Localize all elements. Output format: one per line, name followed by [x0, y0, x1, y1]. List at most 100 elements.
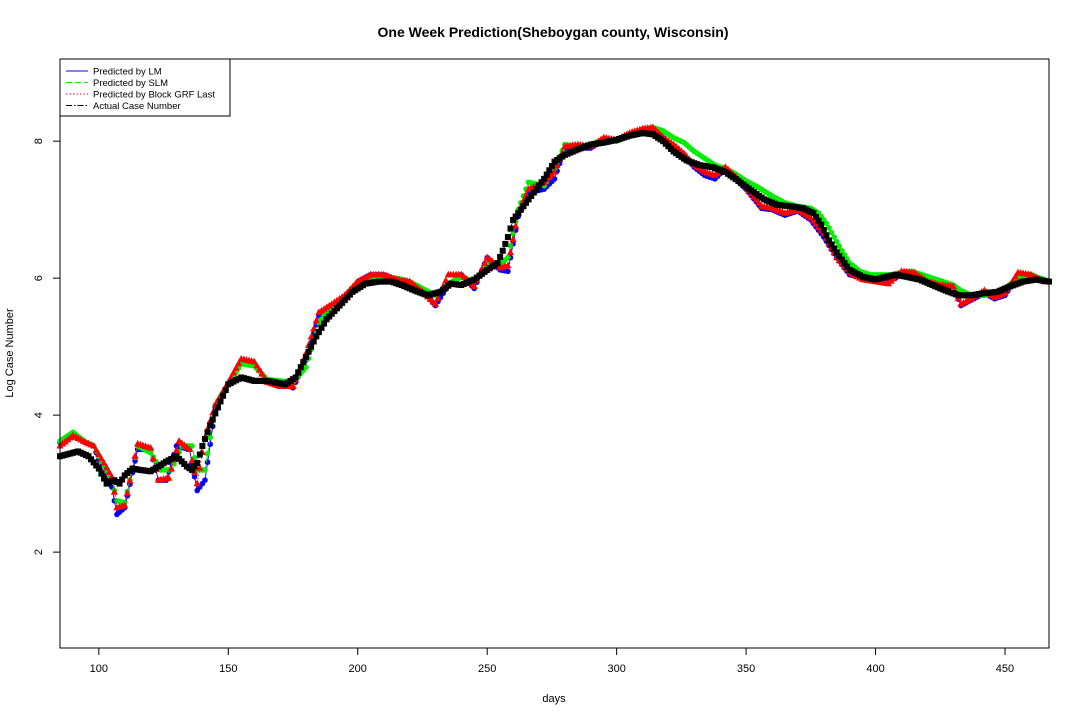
data-point-predicted-by-block-grf-last	[949, 282, 957, 289]
x-axis-label: days	[542, 693, 566, 705]
data-point-actual-case-number	[321, 320, 328, 327]
data-point-predicted-by-block-grf-last	[149, 454, 157, 462]
data-point-predicted-by-block-grf-last	[229, 368, 238, 376]
legend-label-predicted-by-block-grf-last: Predicted by Block GRF Last	[93, 90, 215, 101]
y-tick-label: 6	[33, 275, 45, 281]
data-point-predicted-by-slm	[839, 247, 845, 254]
series-actual-case-number	[57, 129, 1052, 487]
data-point-actual-case-number	[823, 232, 830, 239]
data-point-actual-case-number	[318, 324, 325, 331]
legend-label-predicted-by-slm: Predicted by SLM	[93, 78, 168, 89]
data-point-actual-case-number	[546, 167, 553, 174]
data-point-predicted-by-block-grf-last	[512, 222, 520, 229]
series-layer	[56, 123, 1052, 518]
data-point-actual-case-number	[541, 175, 548, 182]
legend-label-predicted-by-lm: Predicted by LM	[93, 67, 162, 78]
data-point-predicted-by-slm	[826, 225, 832, 231]
data-point-actual-case-number	[836, 253, 843, 260]
data-point-actual-case-number	[833, 249, 840, 256]
data-point-actual-case-number	[523, 199, 530, 206]
data-point-actual-case-number	[515, 210, 522, 217]
data-point-predicted-by-slm	[171, 461, 177, 467]
data-point-actual-case-number	[217, 398, 224, 405]
data-point-predicted-by-lm	[202, 477, 208, 484]
data-point-predicted-by-block-grf-last	[90, 441, 98, 449]
x-tick-label: 300	[607, 663, 625, 675]
data-point-actual-case-number	[520, 203, 527, 210]
data-point-predicted-by-block-grf-last	[110, 488, 118, 495]
data-point-predicted-by-block-grf-last	[123, 489, 131, 496]
x-axis: 100 150 200 250 300 350 400 450	[90, 647, 1014, 675]
data-point-predicted-by-block-grf-last	[92, 446, 100, 453]
data-point-actual-case-number	[310, 338, 317, 345]
data-point-actual-case-number	[818, 221, 825, 228]
data-point-predicted-by-block-grf-last	[227, 373, 235, 381]
data-point-actual-case-number	[85, 453, 92, 460]
data-point-predicted-by-block-grf-last	[235, 359, 243, 367]
data-point-predicted-by-slm	[828, 229, 835, 236]
data-point-predicted-by-block-grf-last	[188, 456, 196, 464]
data-point-predicted-by-lm	[551, 176, 558, 182]
data-point-predicted-by-slm	[841, 252, 848, 258]
data-point-actual-case-number	[189, 466, 196, 473]
data-point-predicted-by-block-grf-last	[105, 468, 113, 475]
data-point-actual-case-number	[810, 210, 817, 217]
data-point-predicted-by-block-grf-last	[289, 382, 297, 389]
y-tick-label: 4	[33, 412, 45, 418]
x-tick-label: 200	[349, 663, 367, 675]
data-point-actual-case-number	[292, 374, 299, 381]
data-point-actual-case-number	[543, 171, 550, 178]
data-point-actual-case-number	[116, 480, 123, 487]
data-point-actual-case-number	[828, 241, 835, 248]
legend-box	[59, 58, 231, 117]
data-point-predicted-by-lm	[207, 441, 213, 448]
data-point-predicted-by-block-grf-last	[480, 259, 489, 266]
data-point-predicted-by-slm	[204, 450, 211, 457]
data-point-predicted-by-slm	[189, 443, 195, 449]
data-point-predicted-by-block-grf-last	[193, 479, 201, 487]
data-point-actual-case-number	[308, 343, 315, 350]
data-point-actual-case-number	[101, 475, 108, 482]
data-point-actual-case-number	[209, 416, 216, 423]
data-point-predicted-by-slm	[836, 243, 843, 250]
data-point-predicted-by-slm	[823, 220, 830, 227]
x-tick-label: 350	[737, 663, 755, 675]
data-point-actual-case-number	[88, 456, 95, 463]
data-point-actual-case-number	[815, 217, 822, 224]
data-point-actual-case-number	[497, 253, 504, 260]
data-point-predicted-by-lm	[505, 268, 511, 275]
data-point-predicted-by-block-grf-last	[232, 364, 240, 371]
x-tick-label: 150	[219, 663, 237, 675]
data-point-actual-case-number	[535, 182, 542, 189]
data-point-predicted-by-block-grf-last	[126, 476, 134, 484]
data-point-actual-case-number	[119, 476, 126, 483]
data-point-actual-case-number	[297, 364, 304, 371]
data-point-actual-case-number	[95, 465, 102, 472]
chart-title: One Week Prediction(Sheboygan county, Wi…	[378, 24, 729, 40]
data-point-actual-case-number	[528, 192, 535, 199]
y-tick-label: 2	[33, 549, 45, 555]
data-point-actual-case-number	[538, 179, 545, 186]
data-point-actual-case-number	[820, 226, 827, 233]
data-point-predicted-by-block-grf-last	[95, 450, 103, 458]
x-tick-label: 250	[478, 663, 496, 675]
data-point-actual-case-number	[499, 247, 506, 254]
data-point-predicted-by-block-grf-last	[310, 324, 318, 332]
data-point-actual-case-number	[812, 213, 819, 220]
data-point-actual-case-number	[548, 163, 555, 170]
data-point-predicted-by-slm	[303, 364, 309, 370]
data-point-actual-case-number	[98, 470, 105, 477]
data-point-actual-case-number	[222, 387, 229, 394]
y-axis-label: Log Case Number	[4, 308, 16, 398]
data-point-predicted-by-block-grf-last	[97, 454, 106, 462]
data-point-predicted-by-slm	[207, 434, 213, 441]
data-point-actual-case-number	[214, 404, 221, 411]
data-point-predicted-by-block-grf-last	[442, 276, 450, 284]
data-point-actual-case-number	[313, 333, 320, 340]
data-point-actual-case-number	[90, 459, 97, 466]
data-point-predicted-by-block-grf-last	[121, 501, 129, 509]
data-point-actual-case-number	[838, 256, 845, 263]
data-point-predicted-by-block-grf-last	[434, 294, 442, 301]
